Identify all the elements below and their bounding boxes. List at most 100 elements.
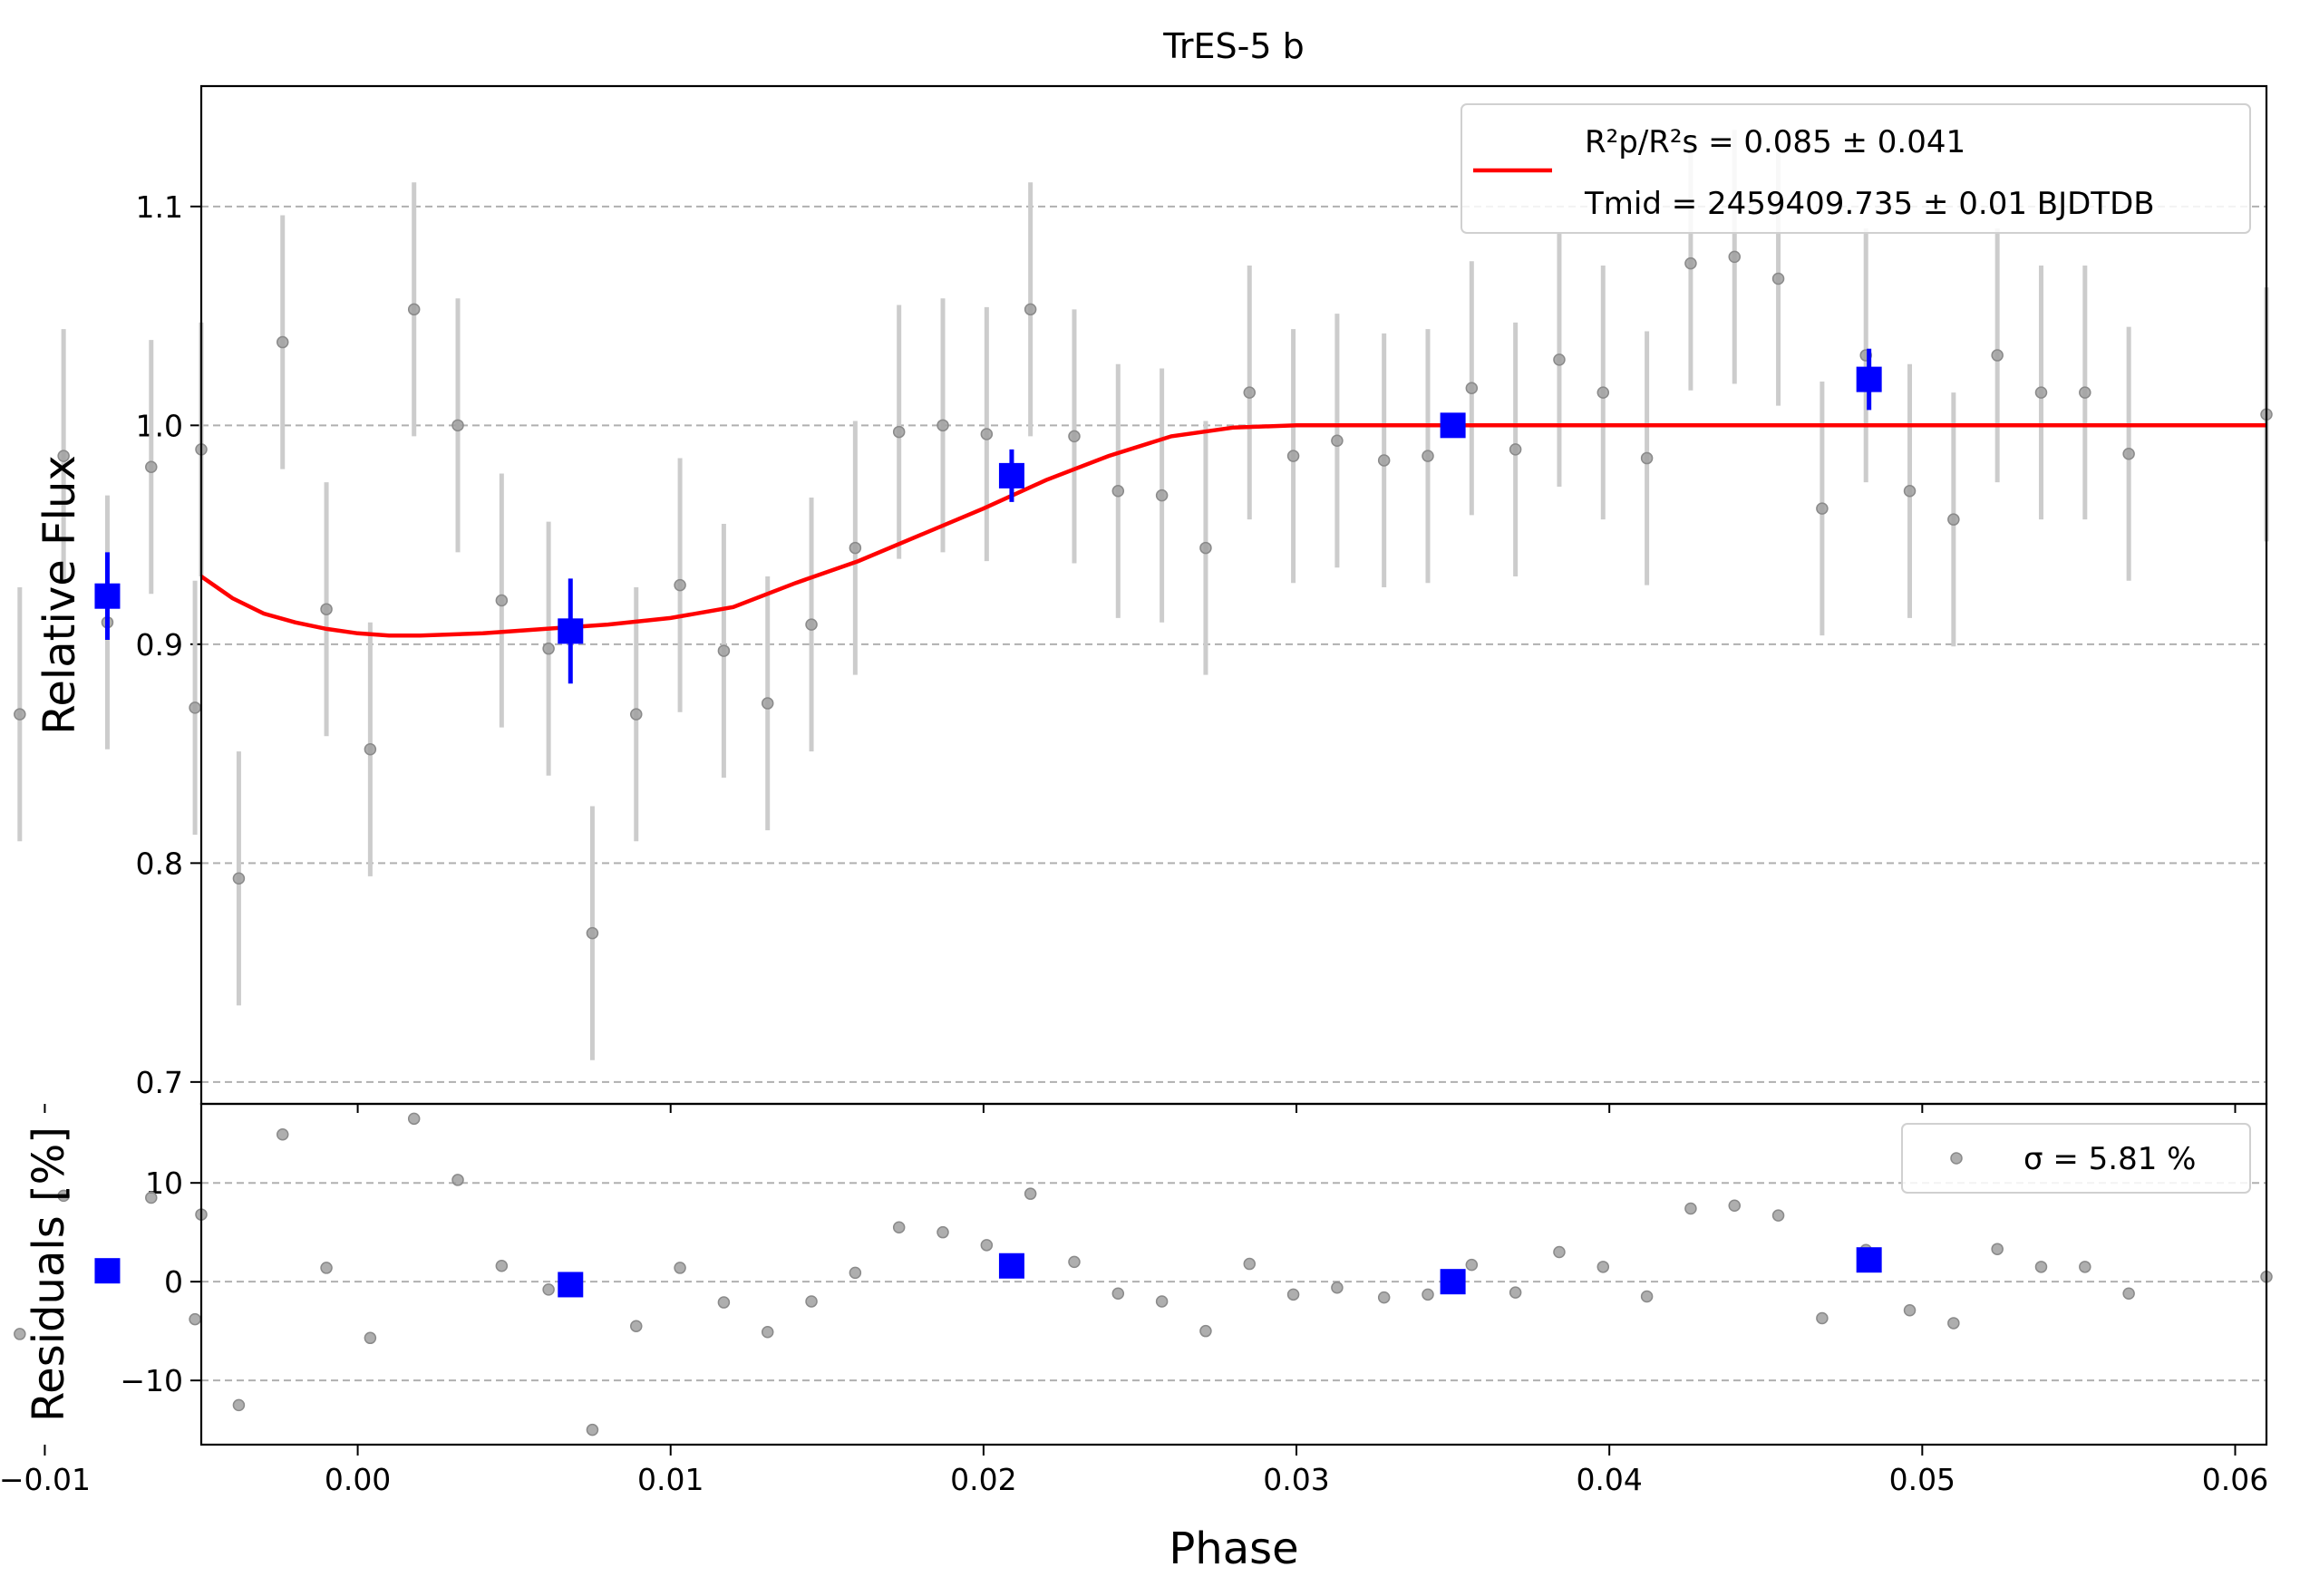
residual-point: [189, 1312, 201, 1326]
residual-point: [674, 1262, 686, 1274]
residual-point: [1331, 1281, 1344, 1294]
x-tick-label: −0.01: [0, 1462, 91, 1497]
flux-data-point: [586, 926, 599, 940]
residual-point: [1199, 1324, 1212, 1338]
residuals-y-axis-label: Residuals [%]: [24, 1127, 74, 1422]
flux-data-point: [2122, 447, 2135, 460]
transit-model-curve: [199, 423, 2266, 638]
residual-point: [1024, 1187, 1037, 1200]
x-tick-label: 0.02: [950, 1462, 1016, 1497]
chart-title: TrES-5 b: [1162, 26, 1304, 66]
residual-point: [1243, 1257, 1257, 1271]
residual-point: [805, 1295, 818, 1308]
flux-data-point: [14, 708, 26, 721]
binned-residual-point: [94, 1258, 121, 1284]
residual-point: [1596, 1261, 1610, 1273]
residual-point: [1377, 1291, 1391, 1304]
flux-y-tick-label: 0.8: [136, 846, 183, 881]
flux-data-point: [1286, 450, 1300, 462]
x-tick-label: 0.04: [1576, 1462, 1642, 1497]
binned-residual-point: [1440, 1269, 1466, 1295]
residual-point: [1728, 1199, 1741, 1213]
residual-point: [542, 1283, 555, 1296]
x-tick-label: 0.06: [2202, 1462, 2268, 1497]
residual-point: [364, 1331, 377, 1345]
flux-data-point: [1422, 450, 1434, 462]
flux-data-point: [849, 541, 862, 555]
model-legend-label-tmid: Tmid = 2459409.735 ± 0.01 BJDTDB: [1584, 186, 2155, 222]
flux-data-point: [1771, 272, 1785, 285]
flux-data-point: [1816, 502, 1829, 515]
flux-data-point: [2079, 386, 2091, 399]
residuals-legend-label: σ = 5.81 %: [2023, 1141, 2196, 1177]
x-tick-label: 0.03: [1263, 1462, 1329, 1497]
residual-point: [145, 1191, 158, 1204]
flux-y-tick-label: 0.9: [136, 627, 183, 663]
flux-data-point: [717, 644, 731, 657]
residual-point: [849, 1266, 862, 1280]
flux-data-point: [1024, 303, 1037, 316]
residual-point: [320, 1262, 333, 1274]
flux-data-point: [1509, 443, 1522, 456]
x-tick-label: 0.01: [637, 1462, 704, 1497]
flux-data-point: [1243, 386, 1257, 399]
residual-point: [1771, 1209, 1785, 1222]
flux-data-point: [1728, 250, 1741, 264]
flux-data-point: [232, 872, 246, 885]
binned-point: [558, 618, 584, 644]
flux-data-point: [1465, 382, 1479, 395]
flux-data-point: [451, 419, 464, 432]
flux-data-point: [1553, 353, 1566, 366]
model-legend-label-radius: R²p/R²s = 0.085 ± 0.041: [1585, 124, 1965, 160]
residual-point: [2122, 1287, 2135, 1301]
residuals-y-tick-label: −10: [120, 1363, 183, 1398]
residual-point: [1816, 1311, 1829, 1325]
flux-data-point: [2034, 386, 2048, 399]
x-axis-label: Phase: [1169, 1523, 1298, 1574]
flux-data-point: [936, 419, 949, 432]
residual-point: [2034, 1261, 2048, 1273]
flux-data-point: [57, 450, 70, 462]
flux-data-point: [630, 708, 643, 721]
residual-point: [232, 1398, 246, 1412]
residual-point: [761, 1326, 774, 1339]
flux-data-point: [1155, 488, 1169, 502]
flux-y-tick-label: 0.7: [136, 1065, 183, 1100]
residual-point: [1903, 1304, 1917, 1317]
residual-point: [1111, 1287, 1125, 1301]
binned-point: [1440, 412, 1466, 439]
flux-data-point: [1331, 434, 1344, 447]
flux-data-point: [980, 428, 994, 440]
residual-point: [1947, 1317, 1960, 1330]
flux-plot-frame: [199, 84, 2268, 1106]
residual-point: [2079, 1261, 2091, 1273]
flux-data-point: [320, 603, 333, 615]
residual-point: [495, 1259, 509, 1272]
flux-data-point: [1068, 430, 1081, 443]
residual-point: [14, 1328, 26, 1340]
flux-y-tick-label: 1.0: [136, 408, 183, 443]
residuals-legend-marker: [1950, 1152, 1963, 1165]
flux-data-point: [364, 743, 377, 756]
flux-data-point: [892, 425, 906, 439]
x-tick-label: 0.00: [325, 1462, 391, 1497]
residual-point: [892, 1221, 906, 1233]
flux-y-axis-label: Relative Flux: [34, 455, 85, 735]
flux-data-point: [1991, 349, 2004, 362]
flux-data-point: [1903, 485, 1917, 498]
residual-point: [57, 1189, 70, 1203]
flux-data-point: [1947, 513, 1960, 526]
residual-point: [1640, 1290, 1654, 1303]
residual-point: [1465, 1258, 1479, 1272]
residual-point: [1422, 1288, 1434, 1301]
flux-data-point: [407, 303, 421, 316]
flux-data-point: [805, 618, 818, 631]
flux-data-point: [1199, 541, 1212, 555]
residual-point: [1509, 1286, 1522, 1299]
binned-residual-point: [998, 1253, 1024, 1279]
residuals-plot-frame: [199, 1102, 2268, 1446]
flux-data-point: [189, 701, 201, 714]
residual-point: [980, 1239, 994, 1252]
